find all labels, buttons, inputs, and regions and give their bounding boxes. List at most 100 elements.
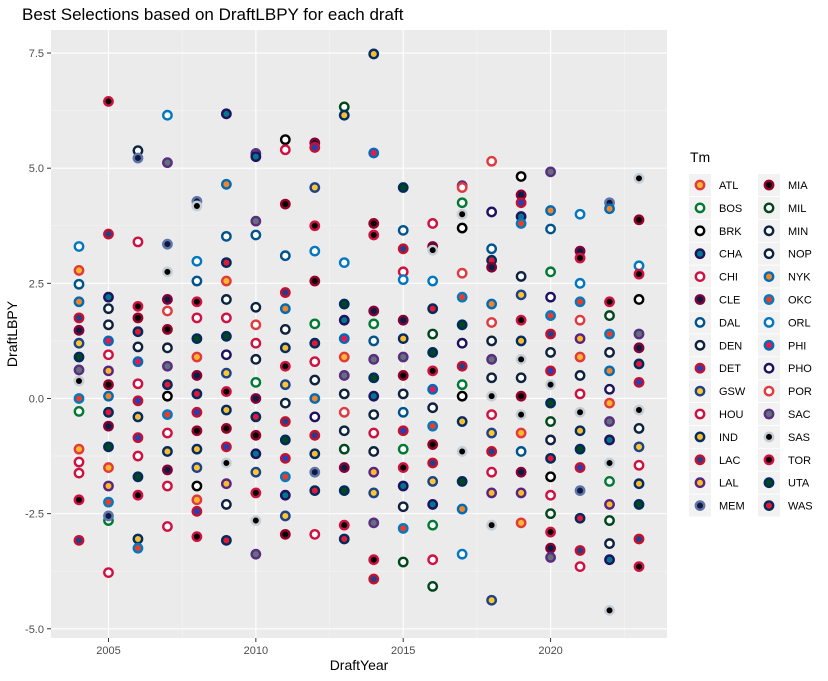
data-point-det [399,427,407,435]
data-point-nyk [75,298,83,306]
data-point-gsw [370,489,378,497]
data-point-cle [163,295,171,303]
data-point-ring [252,431,260,439]
legend-label: BRK [719,226,742,238]
data-point-dal [546,225,554,233]
data-point-ring [134,473,142,481]
data-point-ring [428,367,436,375]
data-point-ring [517,291,525,299]
data-point-hou [104,351,112,359]
data-point-ring [311,413,319,421]
data-point-por [163,307,171,315]
legend-item-min: MIN [758,220,808,242]
data-point-ring [222,536,230,544]
data-point-okc [576,298,584,306]
data-point-ring [635,479,643,487]
data-point-lal [104,482,112,490]
data-point-min [281,399,289,407]
legend-item-dal: DAL [689,311,740,333]
data-point-orl [428,277,436,285]
data-point-cha [252,152,260,160]
data-point-sas [487,521,495,529]
data-point-ring [399,482,407,490]
data-point-atl [517,519,525,527]
data-point-okc [458,293,466,301]
data-point-ring [487,392,495,400]
data-point-cle [546,544,554,552]
data-point-den [281,325,289,333]
data-point-nyk [222,180,230,188]
data-point-sac [370,355,378,363]
data-point-mil [399,558,407,566]
legend-item-det: DET [689,357,741,379]
data-point-ring [605,436,613,444]
data-point-ring [546,367,554,375]
data-point-ring [340,427,348,435]
data-point-uta [635,500,643,508]
data-point-okc [399,524,407,532]
data-point-pho [458,339,466,347]
data-point-ring [546,553,554,561]
data-point-okc [546,311,554,319]
data-point-sas [193,202,201,210]
data-point-ring [281,512,289,520]
data-point-ind [281,344,289,352]
data-point-ind [576,427,584,435]
data-point-ind [635,479,643,487]
data-point-ring [428,277,436,285]
data-point-tor [605,298,613,306]
data-point-ring [546,330,554,338]
legend-label: PHI [788,340,806,352]
data-point-ring [576,562,584,570]
data-point-ring [370,410,378,418]
data-point-ring [428,500,436,508]
data-point-dal [75,280,83,288]
data-point-ring [134,544,142,552]
data-point-nyk [311,394,319,402]
data-point-min [517,272,525,280]
data-point-lac [281,288,289,296]
data-point-pho [605,385,613,393]
data-point-ring [163,466,171,474]
data-point-ring [576,316,584,324]
data-point-orl [458,550,466,558]
data-point-ring [340,258,348,266]
data-point-sac [399,353,407,361]
data-point-brk [458,392,466,400]
data-point-atl [193,496,201,504]
data-point-cle [75,326,83,334]
data-point-ring [222,443,230,451]
data-point-por [487,157,495,165]
data-point-hou [252,339,260,347]
data-point-ring [134,154,142,162]
data-point-chi [163,429,171,437]
data-point-ring [340,535,348,543]
data-point-ring [252,394,260,402]
y-axis-title: DraftLBPY [4,300,20,367]
data-point-ring [311,486,319,494]
data-point-ring [163,482,171,490]
data-point-nop [546,348,554,356]
data-point-ring [163,447,171,455]
data-point-ring [340,463,348,471]
data-point-uta [428,348,436,356]
data-point-ring [370,392,378,400]
data-point-ind [340,111,348,119]
y-tick-label: 0.0 [29,393,44,405]
data-point-ring [546,225,554,233]
data-point-ring [487,596,495,604]
data-point-uta [458,477,466,485]
data-point-ring [222,180,230,188]
data-point-mil [605,516,613,524]
data-point-chi [222,314,230,322]
data-point-tor [193,298,201,306]
data-point-bos [458,199,466,207]
data-point-ring [370,447,378,455]
data-point-ind [222,406,230,414]
data-point-ring [193,496,201,504]
data-point-ring [340,353,348,361]
data-point-ring [193,277,201,285]
data-point-ring [134,302,142,310]
legend-label: MIN [788,226,808,238]
data-point-ring [458,447,466,455]
